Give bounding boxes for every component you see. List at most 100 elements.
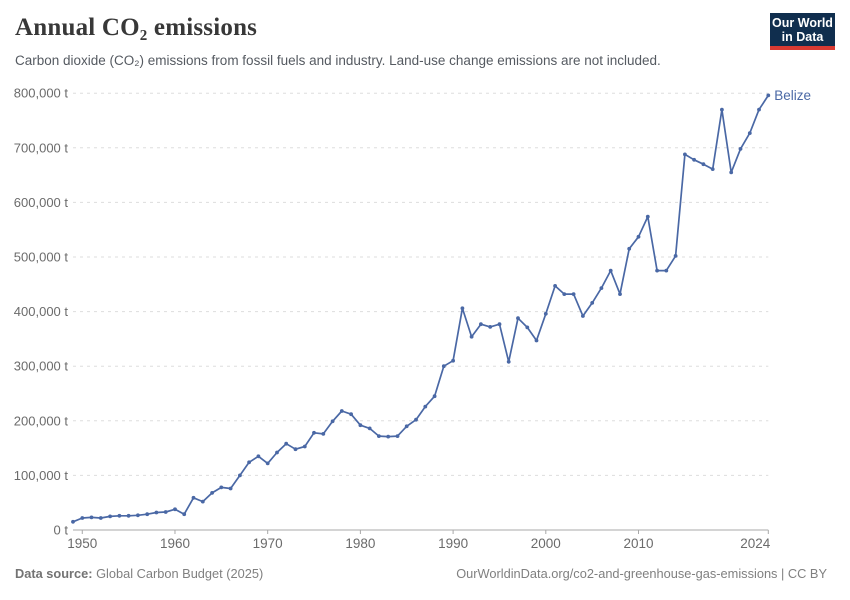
data-point-marker	[608, 268, 613, 273]
chart-subtitle: Carbon dioxide (CO₂) emissions from foss…	[15, 53, 661, 68]
data-point-marker	[747, 131, 752, 136]
data-point-marker	[377, 434, 381, 438]
y-axis-tick-label: 0 t	[54, 523, 69, 538]
data-point-marker	[692, 157, 696, 162]
y-axis-tick-label: 800,000 t	[14, 86, 69, 101]
data-point-marker	[488, 325, 493, 329]
series-entity-label: Belize	[774, 88, 811, 103]
x-axis-tick-label: 1970	[253, 536, 283, 551]
data-point-marker	[154, 510, 159, 515]
x-axis-tick-label: 1960	[160, 536, 190, 551]
data-point-marker	[136, 513, 140, 518]
data-point-marker	[126, 513, 131, 518]
data-point-marker	[553, 284, 557, 288]
x-axis-tick-label: 1950	[67, 536, 97, 551]
data-point-marker	[358, 423, 363, 428]
owid-url-note: OurWorldinData.org/co2-and-greenhouse-ga…	[456, 566, 827, 581]
data-point-marker	[367, 426, 372, 431]
y-axis-tick-label: 300,000 t	[14, 359, 69, 374]
data-point-marker	[228, 486, 233, 491]
data-point-marker	[386, 434, 391, 439]
data-point-marker	[404, 424, 409, 429]
data-source-note: Data source: Global Carbon Budget (2025)	[15, 566, 263, 581]
x-axis-tick-label: 2010	[623, 536, 653, 551]
data-point-marker	[562, 292, 567, 296]
x-axis-tick-label: 2000	[531, 536, 561, 551]
data-point-marker	[460, 306, 465, 311]
data-point-marker	[395, 434, 400, 438]
data-point-marker	[766, 93, 771, 98]
data-point-marker	[664, 268, 669, 273]
logo-line-2: in Data	[781, 29, 824, 44]
x-axis-tick-label: 2024	[740, 536, 771, 551]
y-axis-tick-label: 600,000 t	[14, 195, 69, 210]
data-point-marker	[163, 510, 168, 514]
data-point-marker	[191, 495, 196, 500]
data-point-marker	[330, 419, 335, 424]
data-point-marker	[284, 441, 289, 446]
data-point-marker	[98, 516, 103, 520]
data-point-marker	[627, 246, 632, 251]
data-point-marker	[618, 292, 622, 296]
x-axis-tick-label: 1980	[345, 536, 375, 551]
data-point-marker	[451, 358, 455, 363]
data-point-marker	[738, 147, 743, 151]
data-source-label: Data source:	[15, 566, 93, 581]
data-point-marker	[117, 513, 122, 518]
data-point-marker	[516, 316, 520, 321]
data-point-marker	[414, 417, 418, 422]
y-axis-tick-label: 500,000 t	[14, 250, 69, 265]
data-point-marker	[293, 447, 298, 452]
data-point-marker	[256, 454, 261, 459]
data-point-marker	[469, 334, 474, 339]
data-point-marker	[200, 499, 205, 504]
data-point-marker	[321, 432, 326, 436]
data-point-marker	[247, 460, 252, 465]
data-point-marker	[757, 107, 761, 112]
data-point-marker	[636, 234, 641, 239]
data-point-marker	[655, 268, 659, 273]
data-point-marker	[71, 519, 75, 524]
data-point-marker	[312, 430, 316, 435]
data-point-marker	[581, 314, 585, 318]
data-point-marker	[534, 338, 539, 343]
data-point-marker	[673, 254, 678, 258]
data-point-marker	[432, 394, 437, 399]
data-point-marker	[182, 512, 187, 517]
data-point-marker	[720, 107, 724, 112]
data-point-marker	[479, 322, 483, 327]
y-axis-tick-label: 100,000 t	[14, 468, 69, 483]
data-point-marker	[683, 152, 687, 157]
x-axis-tick-label: 1990	[438, 536, 468, 551]
data-point-marker	[219, 485, 224, 490]
data-point-marker	[645, 214, 650, 219]
data-point-marker	[701, 162, 706, 167]
data-point-marker	[339, 409, 344, 413]
data-point-marker	[423, 404, 428, 409]
data-point-marker	[497, 322, 502, 327]
data-source-value: Global Carbon Budget (2025)	[92, 566, 264, 581]
data-point-marker	[265, 461, 270, 466]
series-line	[72, 94, 770, 523]
y-axis-tick-label: 200,000 t	[14, 413, 69, 428]
data-point-marker	[89, 515, 94, 520]
data-point-marker	[543, 311, 548, 316]
logo-line-1: Our World	[772, 15, 833, 30]
page-title: Annual CO₂ emissions	[15, 14, 258, 41]
data-point-marker	[441, 364, 446, 369]
data-point-marker	[80, 516, 85, 520]
y-axis-tick-label: 400,000 t	[14, 304, 69, 319]
data-point-marker	[506, 359, 511, 364]
data-point-marker	[238, 473, 242, 478]
data-point-marker	[275, 450, 279, 455]
chart-footer: Data source: Global Carbon Budget (2025)…	[15, 566, 827, 581]
data-point-marker	[210, 491, 215, 495]
data-point-marker	[349, 412, 353, 417]
y-axis-tick-label: 700,000 t	[14, 140, 69, 155]
data-point-marker	[145, 512, 150, 517]
data-point-marker	[590, 301, 595, 305]
data-point-marker	[729, 170, 734, 175]
data-point-marker	[525, 325, 530, 330]
